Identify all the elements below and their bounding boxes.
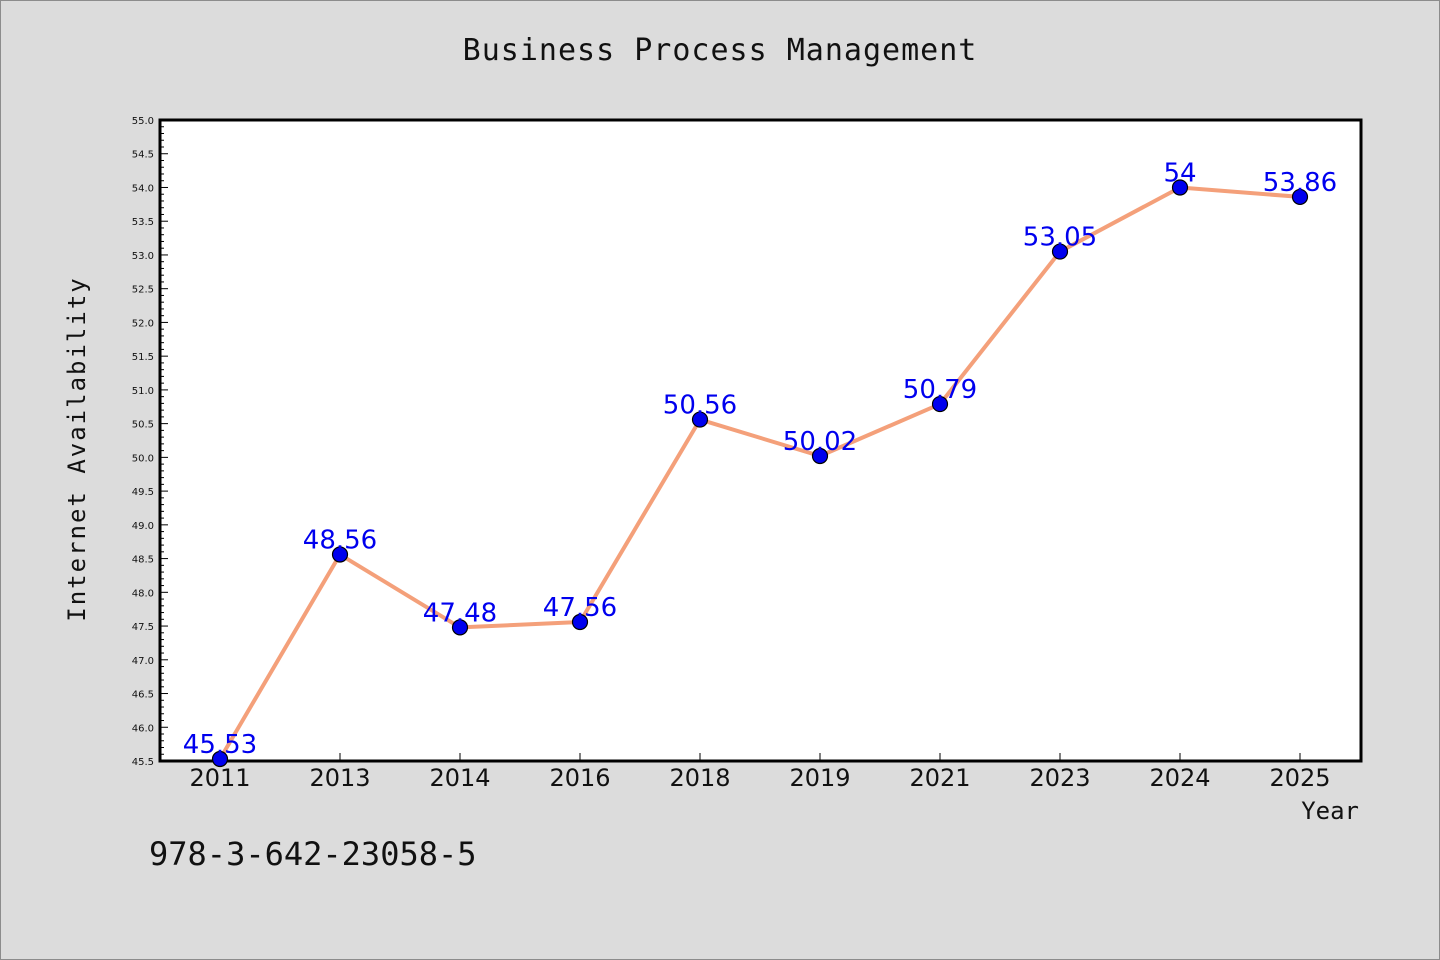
series-line xyxy=(218,185,1301,760)
x-tick-label: 2014 xyxy=(429,764,490,792)
data-point xyxy=(451,619,469,636)
data-point xyxy=(931,395,949,413)
x-tick-label: 2023 xyxy=(1029,764,1090,792)
data-point xyxy=(1171,179,1189,196)
data-point xyxy=(811,447,829,465)
y-tick-label: 49.0 xyxy=(132,521,154,532)
y-tick-label: 50.5 xyxy=(132,420,154,431)
data-label: 48.56 xyxy=(303,526,377,556)
x-tick-label: 2018 xyxy=(669,764,730,792)
y-tick-label: 55.0 xyxy=(132,116,154,127)
y-tick-label: 51.0 xyxy=(132,386,154,397)
y-tick-label: 48.0 xyxy=(132,588,154,599)
x-tick-label: 2013 xyxy=(309,764,370,792)
x-axis-label: Year xyxy=(1301,797,1359,825)
data-label: 50.56 xyxy=(663,391,737,421)
x-tick-label: 2016 xyxy=(549,764,610,792)
chart-title: Business Process Management xyxy=(462,33,978,68)
x-tick-label: 2019 xyxy=(789,764,850,792)
y-tick-label: 46.5 xyxy=(132,690,154,701)
y-tick-label: 52.0 xyxy=(132,318,154,329)
data-label: 50.79 xyxy=(903,375,977,405)
y-tick-label: 47.5 xyxy=(132,622,154,633)
data-point xyxy=(211,750,229,768)
isbn-footnote: 978-3-642-23058-5 xyxy=(149,835,477,873)
y-tick-label: 48.5 xyxy=(132,555,154,566)
data-label: 47.56 xyxy=(543,593,617,623)
y-tick-label: 50.0 xyxy=(132,453,154,464)
data-label: 45.53 xyxy=(183,730,257,760)
data-label: 47.48 xyxy=(423,598,497,628)
data-label: 54 xyxy=(1163,158,1196,188)
data-label: 50.02 xyxy=(783,427,857,457)
data-point xyxy=(1051,243,1069,260)
plot-area xyxy=(158,118,1363,763)
y-tick-label: 54.5 xyxy=(132,150,154,161)
y-tick-label: 51.5 xyxy=(132,352,154,363)
y-tick-label: 45.5 xyxy=(132,757,154,768)
data-point xyxy=(691,411,709,428)
y-tick-label: 47.0 xyxy=(132,656,154,667)
y-tick-label: 54.0 xyxy=(132,183,154,194)
y-tick-label: 53.5 xyxy=(132,217,154,228)
data-label: 53.05 xyxy=(1023,223,1097,253)
data-point xyxy=(1291,188,1309,206)
data-point xyxy=(571,613,589,631)
data-point xyxy=(331,546,349,563)
x-tick-label: 2024 xyxy=(1149,764,1210,792)
x-tick-label: 2011 xyxy=(189,764,250,792)
x-tick-label: 2025 xyxy=(1269,764,1330,792)
x-tick-label: 2021 xyxy=(909,764,970,792)
y-tick-label: 46.0 xyxy=(132,723,154,734)
y-tick-label: 53.0 xyxy=(132,251,154,262)
y-tick-label: 49.5 xyxy=(132,487,154,498)
y-tick-label: 52.5 xyxy=(132,285,154,296)
data-label: 53.86 xyxy=(1263,168,1337,198)
